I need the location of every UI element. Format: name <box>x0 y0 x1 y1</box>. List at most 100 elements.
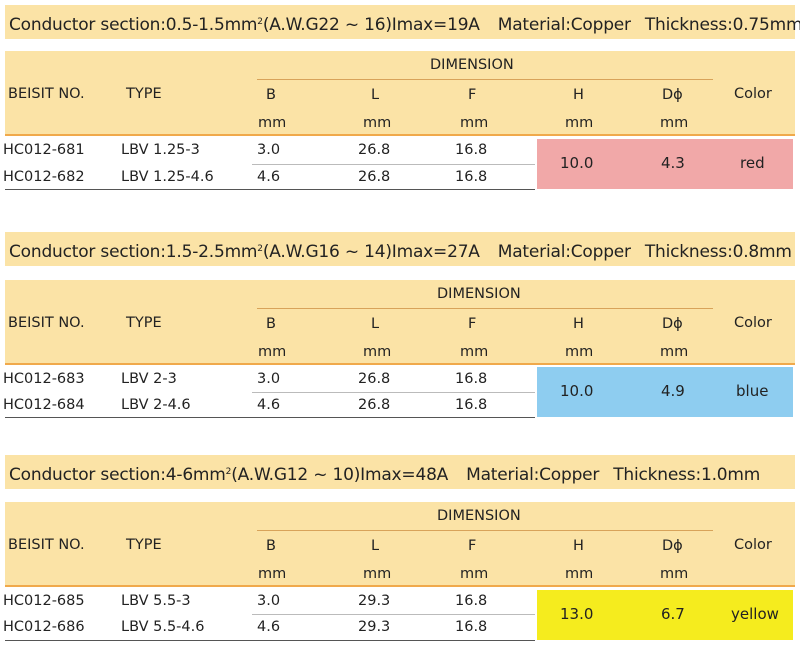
dim-b: 3.0 <box>257 142 281 158</box>
dim-f: 16.8 <box>455 593 488 609</box>
unit-d: mm <box>660 566 689 582</box>
part-number: HC012-681 <box>3 142 85 158</box>
unit-l: mm <box>363 115 392 131</box>
superscript: 2 <box>257 244 263 254</box>
dim-f: 16.8 <box>455 371 488 387</box>
thickness-text: Thickness:0.75mm <box>644 15 800 35</box>
header-f: F <box>468 316 477 332</box>
part-type: LBV 1.25-4.6 <box>121 169 214 185</box>
thickness-text: Thickness:1.0mm <box>613 465 761 485</box>
header-f: F <box>468 538 477 554</box>
dim-h: 10.0 <box>560 154 594 172</box>
color-block: 10.0 4.9 blue <box>537 367 793 417</box>
table-header: BEISIT NO. TYPE DIMENSION B L F H Dϕ Col… <box>5 280 795 365</box>
table-header: BEISIT NO. TYPE DIMENSION B L F H Dϕ Col… <box>5 502 795 587</box>
conductor-spec-bar: Conductor section:4-6mm2(A.W.G12 ~ 10)Im… <box>5 455 795 489</box>
color-block: 10.0 4.3 red <box>537 139 793 189</box>
header-color: Color <box>734 537 772 553</box>
dimension-divider <box>257 308 713 309</box>
row-divider <box>252 164 535 165</box>
table-header: BEISIT NO. TYPE DIMENSION B L F H Dϕ Col… <box>5 51 795 136</box>
conductor-awg-imax: (A.W.G16 ~ 14)Imax=27A <box>262 242 480 262</box>
header-type: TYPE <box>126 537 162 553</box>
dimension-divider <box>257 79 713 80</box>
superscript: 2 <box>225 467 232 477</box>
dim-l: 26.8 <box>358 169 391 185</box>
header-f: F <box>468 87 477 103</box>
dim-f: 16.8 <box>455 142 488 158</box>
unit-b: mm <box>258 344 287 360</box>
unit-h: mm <box>565 566 594 582</box>
part-number: HC012-682 <box>3 169 85 185</box>
conductor-section-text: Conductor section:4-6mm <box>9 465 226 485</box>
part-type: LBV 2-4.6 <box>121 397 191 413</box>
unit-f: mm <box>460 115 489 131</box>
dim-l: 26.8 <box>358 371 391 387</box>
dim-b: 4.6 <box>257 169 281 185</box>
unit-l: mm <box>363 566 392 582</box>
part-number: HC012-685 <box>3 593 85 609</box>
dim-f: 16.8 <box>455 397 488 413</box>
conductor-spec-bar: Conductor section:1.5-2.5mm2(A.W.G16 ~ 1… <box>5 232 795 266</box>
header-b: B <box>266 87 276 103</box>
header-b: B <box>266 316 276 332</box>
material-text: Material:Copper <box>466 465 600 485</box>
table-bottom-line <box>5 640 535 641</box>
conductor-section-text: Conductor section:0.5-1.5mm <box>9 15 258 35</box>
conductor-awg-imax: (A.W.G12 ~ 10)Imax=48A <box>231 465 449 485</box>
dim-b: 3.0 <box>257 371 281 387</box>
row-divider <box>252 614 535 615</box>
dim-h: 13.0 <box>560 605 594 623</box>
thickness-text: Thickness:0.8mm <box>644 242 792 262</box>
header-dimension: DIMENSION <box>437 508 521 524</box>
table-bottom-line <box>5 189 535 190</box>
dim-h: 10.0 <box>560 382 594 400</box>
header-l: L <box>371 538 380 554</box>
header-d: Dϕ <box>662 538 683 554</box>
dim-l: 26.8 <box>358 397 391 413</box>
conductor-spec-bar: Conductor section:0.5-1.5mm2(A.W.G22 ~ 1… <box>5 5 800 39</box>
dim-l: 29.3 <box>358 593 391 609</box>
unit-b: mm <box>258 566 287 582</box>
header-h: H <box>573 316 584 332</box>
header-type: TYPE <box>126 315 162 331</box>
unit-d: mm <box>660 115 689 131</box>
superscript: 2 <box>257 17 263 27</box>
material-text: Material:Copper <box>497 15 631 35</box>
dim-d: 4.3 <box>661 154 685 172</box>
unit-l: mm <box>363 344 392 360</box>
material-text: Material:Copper <box>497 242 631 262</box>
header-h: H <box>573 87 584 103</box>
dim-f: 16.8 <box>455 619 488 635</box>
table-bottom-line <box>5 417 535 418</box>
dim-b: 4.6 <box>257 619 281 635</box>
unit-d: mm <box>660 344 689 360</box>
header-l: L <box>371 316 380 332</box>
part-number: HC012-683 <box>3 371 85 387</box>
header-dimension: DIMENSION <box>437 286 521 302</box>
dimension-divider <box>257 530 713 531</box>
dim-f: 16.8 <box>455 169 488 185</box>
header-beisit-no: BEISIT NO. <box>8 86 85 102</box>
header-beisit-no: BEISIT NO. <box>8 315 85 331</box>
conductor-section-text: Conductor section:1.5-2.5mm <box>9 242 258 262</box>
part-number: HC012-684 <box>3 397 85 413</box>
part-number: HC012-686 <box>3 619 85 635</box>
unit-f: mm <box>460 566 489 582</box>
dim-d: 4.9 <box>661 382 685 400</box>
header-color: Color <box>734 86 772 102</box>
header-type: TYPE <box>126 86 162 102</box>
header-d: Dϕ <box>662 316 683 332</box>
color-name: blue <box>736 382 769 400</box>
header-d: Dϕ <box>662 87 683 103</box>
unit-f: mm <box>460 344 489 360</box>
unit-h: mm <box>565 115 594 131</box>
header-color: Color <box>734 315 772 331</box>
part-type: LBV 1.25-3 <box>121 142 200 158</box>
row-divider <box>252 392 535 393</box>
color-block: 13.0 6.7 yellow <box>537 590 793 640</box>
part-type: LBV 5.5-4.6 <box>121 619 205 635</box>
header-b: B <box>266 538 276 554</box>
color-name: yellow <box>731 605 779 623</box>
header-dimension: DIMENSION <box>430 57 514 73</box>
